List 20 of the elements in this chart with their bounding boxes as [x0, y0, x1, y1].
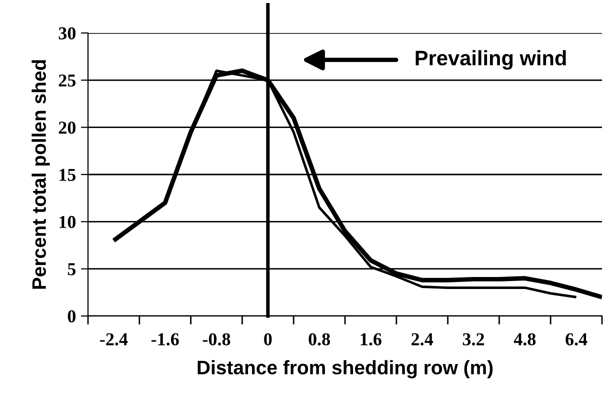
x-tick-label: 1.6: [360, 333, 382, 346]
x-tick-label: -2.4: [100, 333, 128, 346]
y-tick-label: 25: [58, 74, 76, 87]
y-axis-title: Percent total pollen shed: [32, 60, 50, 289]
y-tick-label: 10: [60, 216, 76, 228]
x-tick-label: 3.2: [462, 333, 484, 346]
x-tick-label: 4.8: [514, 333, 536, 346]
y-tick-label: 15: [60, 168, 76, 181]
x-tick-label: 2.4: [412, 333, 434, 346]
x-tick-label: 6.4: [566, 333, 588, 346]
y-tick-label: 30: [58, 27, 76, 40]
x-tick-label: 0.8: [308, 333, 330, 346]
x-tick-label: -0.8: [202, 333, 230, 346]
y-tick-label: 0: [68, 310, 76, 322]
x-tick-label: 0: [264, 333, 272, 346]
x-tick-label: -1.6: [151, 333, 179, 346]
annotation: Prevailing wind: [416, 50, 566, 70]
y-tick-label: 20: [58, 122, 76, 134]
y-tick-label: 5: [68, 263, 76, 276]
x-axis-title: Distance from shedding row (m): [198, 360, 493, 378]
